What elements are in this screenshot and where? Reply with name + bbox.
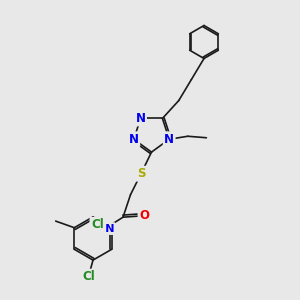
Text: HN: HN: [96, 224, 114, 234]
Text: O: O: [139, 209, 149, 222]
Text: N: N: [136, 112, 146, 125]
Text: Cl: Cl: [82, 270, 95, 283]
Text: Cl: Cl: [91, 218, 104, 231]
Text: S: S: [137, 167, 145, 180]
Text: N: N: [164, 133, 174, 146]
Text: N: N: [129, 133, 139, 146]
